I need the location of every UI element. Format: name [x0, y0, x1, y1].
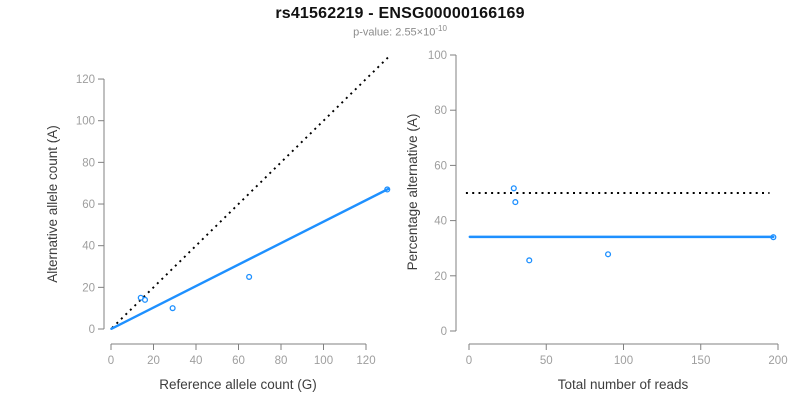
p-value-subtitle: p-value: 2.55×10-10: [0, 24, 800, 39]
data-point: [510, 185, 517, 192]
y-tick-label: 80: [82, 157, 95, 169]
y-tick-label: 100: [76, 116, 95, 128]
y-tick-label: 20: [82, 282, 95, 294]
x-tick-label: 40: [190, 355, 203, 367]
x-tick-label: 0: [466, 355, 472, 367]
x-tick-label: 150: [691, 355, 710, 367]
data-point: [770, 234, 777, 241]
x-tick-label: 100: [314, 355, 333, 367]
y-tick-label: 0: [441, 326, 447, 338]
x-tick-label: 200: [768, 355, 787, 367]
identity-line: [111, 55, 391, 329]
y-tick-label: 100: [428, 50, 447, 62]
allele-counts-scatter: 0 20 40 60 80 100 120 0 20 40 60 80 100 120 Reference …: [45, 55, 391, 392]
x-tick-label: 100: [614, 355, 633, 367]
x-tick-label: 20: [147, 355, 160, 367]
data-point: [169, 305, 176, 312]
y-tick-label: 20: [434, 271, 447, 283]
fit-line: [110, 187, 390, 330]
y-axis-title: Percentage alternative (A): [405, 114, 420, 271]
p-value-exponent: -10: [435, 24, 447, 33]
p-value-text: p-value: 2.55×10: [353, 26, 436, 39]
x-tick-label: 0: [108, 355, 114, 367]
y-tick-label: 60: [434, 160, 447, 172]
y-axis-title: Alternative allele count (A): [45, 125, 60, 283]
x-axis-title: Reference allele count (G): [159, 377, 317, 392]
y-tick-label: 40: [434, 216, 447, 228]
x-axis-title: Total number of reads: [558, 377, 689, 392]
data-point: [604, 251, 612, 258]
y-tick-label: 80: [434, 105, 447, 117]
x-tick-label: 80: [275, 355, 288, 367]
data-point: [526, 257, 533, 264]
page-title: rs41562219 - ENSG00000166169: [275, 5, 525, 22]
y-tick-label: 60: [82, 199, 95, 211]
y-tick-label: 0: [89, 324, 95, 336]
data-point: [384, 186, 391, 193]
data-point: [141, 296, 149, 303]
x-tick-label: 120: [356, 355, 375, 367]
data-point: [512, 199, 519, 206]
y-tick-label: 40: [82, 241, 95, 253]
percentage-vs-reads-scatter: 0 20 40 60 80 100 0 50 100 150 200 Total number of …: [405, 50, 788, 392]
x-tick-label: 50: [540, 355, 553, 367]
data-point: [246, 273, 253, 280]
x-tick-label: 60: [232, 355, 245, 367]
y-tick-label: 120: [76, 74, 95, 86]
